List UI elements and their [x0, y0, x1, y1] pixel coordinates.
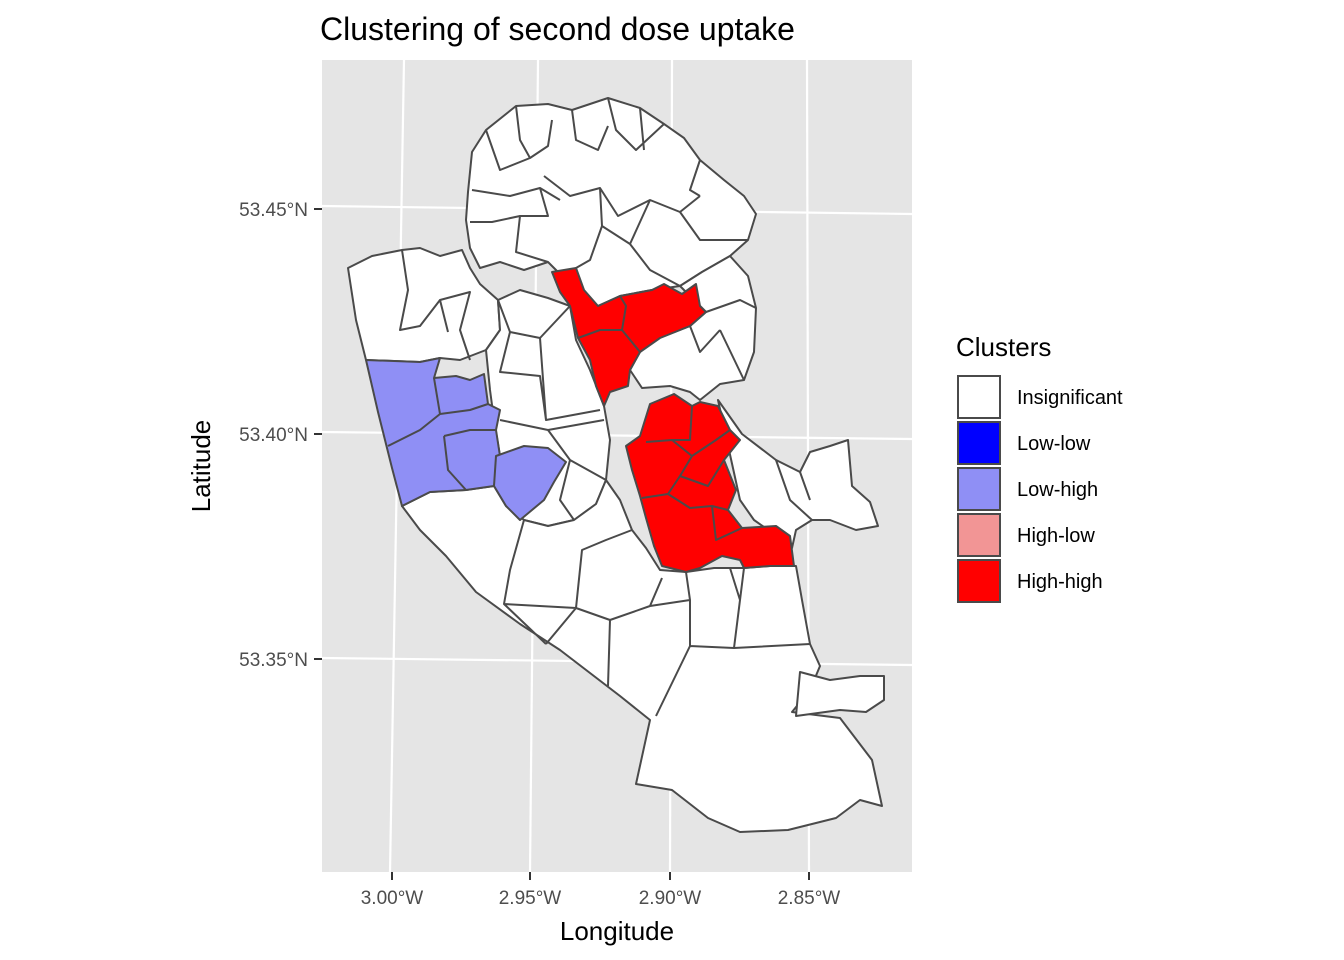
- x-tick-label: 2.90°W: [639, 888, 702, 909]
- region-boundary: [689, 299, 757, 381]
- axis-ticks: [314, 208, 810, 880]
- y-tick-label: 53.45°N: [239, 200, 308, 221]
- x-tick-label: 3.00°W: [361, 888, 424, 909]
- region-boundary: [503, 519, 811, 717]
- legend: Clusters Insignificant Low-low Low-high Hig…: [956, 332, 1123, 603]
- y-axis-title: Latitude: [186, 420, 216, 513]
- legend-items: Insignificant Low-low Low-high High-low High…: [957, 375, 1123, 603]
- legend-key-high-low: [957, 513, 1001, 557]
- y-tick-label: 53.40°N: [239, 425, 308, 446]
- region-boundary: [399, 249, 471, 361]
- legend-label: Low-low: [1017, 433, 1091, 455]
- legend-title: Clusters: [956, 332, 1051, 362]
- legend-label: Low-high: [1017, 479, 1098, 501]
- legend-key-low-low: [957, 421, 1001, 465]
- legend-key-high-high: [957, 559, 1001, 603]
- region-boundary: [387, 377, 496, 491]
- ward-polygons: [347, 97, 885, 833]
- region-boundary: [775, 459, 813, 521]
- legend-label: High-low: [1017, 525, 1095, 547]
- region-polygon-low-high: [493, 445, 567, 521]
- region-polygon: [795, 671, 885, 717]
- region-boundary: [497, 299, 607, 521]
- legend-label: High-high: [1017, 571, 1103, 593]
- x-tick-label: 2.85°W: [778, 888, 841, 909]
- x-tick-label: 2.95°W: [499, 888, 562, 909]
- y-tick-label: 53.35°N: [239, 650, 308, 671]
- region-polygon: [401, 479, 883, 833]
- legend-key-low-high: [957, 467, 1001, 511]
- legend-label: Insignificant: [1017, 387, 1123, 409]
- region-polygon-low-high: [365, 357, 501, 507]
- region-boundary: [470, 97, 748, 287]
- region-boundary: [641, 405, 743, 541]
- region-boundary: [577, 295, 641, 353]
- legend-key-insignificant: [957, 375, 1001, 419]
- chart-title: Clustering of second dose uptake: [320, 11, 795, 47]
- x-axis-title: Longitude: [560, 916, 674, 946]
